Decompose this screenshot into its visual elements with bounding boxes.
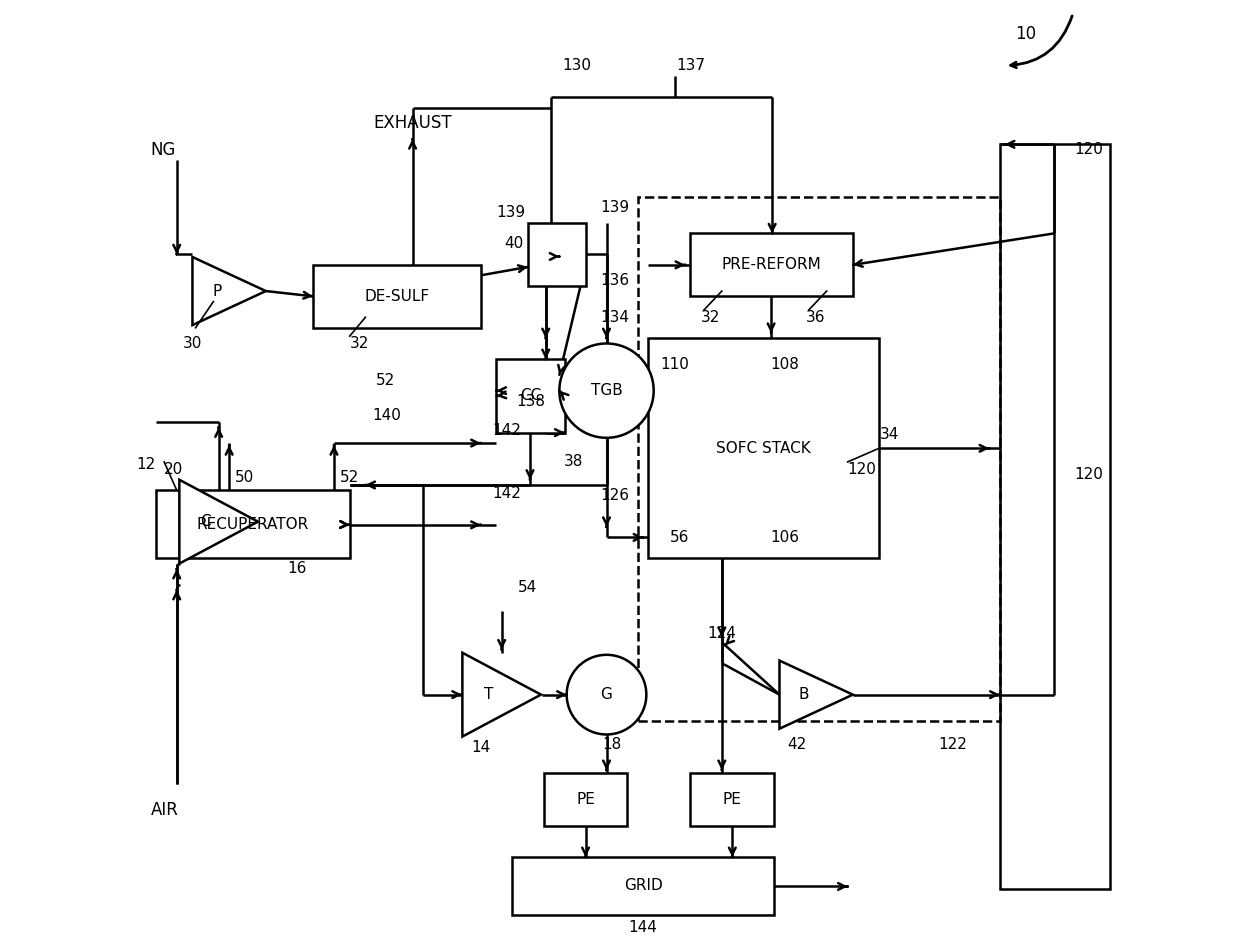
Text: 42: 42 (787, 737, 807, 753)
Text: 32: 32 (701, 309, 721, 325)
Text: GRID: GRID (624, 879, 663, 893)
Polygon shape (179, 480, 258, 564)
Text: 16: 16 (288, 562, 307, 576)
Text: 10: 10 (1016, 26, 1037, 44)
Bar (638, 196, 1000, 721)
Text: 12: 12 (137, 456, 155, 472)
Text: 32: 32 (349, 336, 369, 351)
Text: 137: 137 (676, 58, 705, 73)
Text: 130: 130 (563, 58, 591, 73)
Bar (544, 773, 627, 826)
Text: 50: 50 (236, 470, 254, 485)
Text: P: P (212, 284, 222, 299)
Bar (690, 773, 774, 826)
Bar (496, 359, 565, 433)
Text: 20: 20 (164, 462, 184, 476)
Text: 38: 38 (564, 455, 584, 470)
Text: 142: 142 (492, 486, 522, 501)
Text: 14: 14 (471, 739, 490, 754)
Text: 124: 124 (707, 626, 737, 642)
Bar (528, 223, 586, 286)
Text: 126: 126 (601, 488, 629, 503)
Text: 120: 120 (1075, 467, 1103, 482)
Text: 120: 120 (848, 462, 876, 476)
Text: 122: 122 (938, 737, 967, 753)
Text: SOFC STACK: SOFC STACK (717, 440, 811, 456)
Circle shape (566, 655, 647, 735)
Text: RECUPERATOR: RECUPERATOR (196, 517, 308, 531)
Text: PE: PE (576, 792, 595, 807)
Text: DE-SULF: DE-SULF (364, 288, 429, 304)
Text: 139: 139 (600, 199, 629, 214)
Text: 138: 138 (517, 394, 545, 409)
Text: 136: 136 (600, 273, 629, 288)
Text: 54: 54 (518, 580, 538, 595)
Polygon shape (463, 653, 540, 736)
Text: 52: 52 (376, 373, 395, 387)
Text: 142: 142 (492, 423, 522, 438)
Text: 34: 34 (880, 427, 900, 442)
Text: CC: CC (520, 388, 542, 403)
Text: 36: 36 (806, 309, 826, 325)
Bar (313, 265, 481, 327)
Text: C: C (200, 514, 211, 530)
Text: PE: PE (723, 792, 742, 807)
Bar (512, 857, 774, 915)
Text: B: B (798, 687, 810, 702)
Text: 56: 56 (670, 530, 690, 545)
Text: 30: 30 (183, 336, 202, 351)
Polygon shape (193, 257, 265, 326)
Text: 139: 139 (496, 205, 526, 220)
Polygon shape (780, 661, 853, 729)
Text: TGB: TGB (591, 383, 622, 399)
Text: PRE-REFORM: PRE-REFORM (722, 257, 822, 272)
Bar (648, 338, 879, 558)
Text: 140: 140 (371, 408, 401, 423)
Bar (690, 233, 853, 296)
Text: 134: 134 (601, 309, 629, 325)
Text: 106: 106 (770, 530, 800, 545)
Text: 108: 108 (770, 357, 800, 372)
Text: AIR: AIR (151, 801, 179, 819)
Text: 18: 18 (602, 737, 622, 753)
Text: 144: 144 (629, 920, 658, 935)
Text: NG: NG (151, 140, 176, 158)
Text: T: T (484, 687, 494, 702)
Bar (1000, 144, 1109, 888)
Text: G: G (601, 687, 612, 702)
Text: EXHAUST: EXHAUST (373, 114, 452, 132)
Text: 40: 40 (505, 236, 524, 251)
Text: 52: 52 (341, 470, 359, 485)
Text: 110: 110 (660, 357, 689, 372)
Circle shape (559, 344, 654, 437)
Text: 120: 120 (1075, 142, 1103, 157)
Bar (155, 491, 349, 558)
